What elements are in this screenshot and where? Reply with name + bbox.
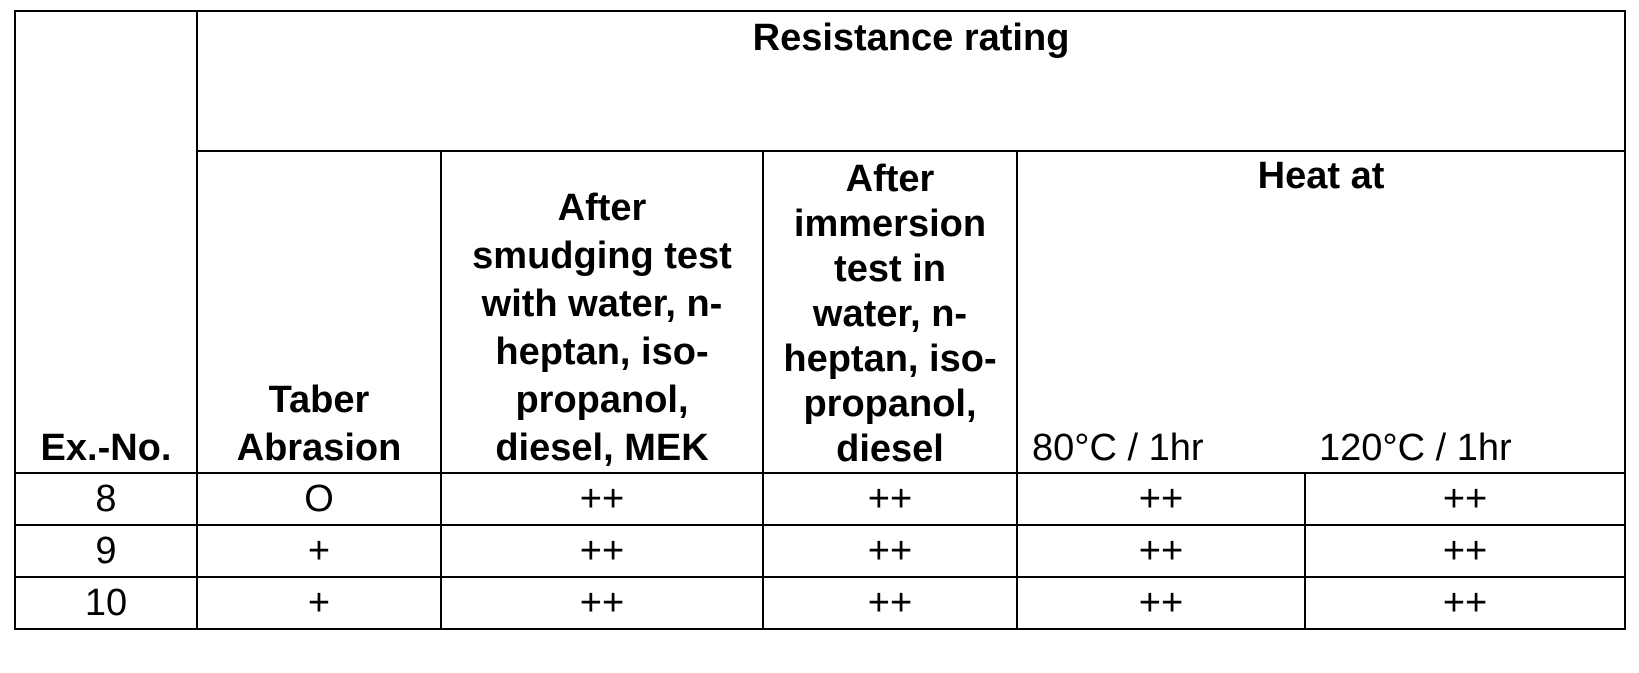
header-immersion-test: After immersion test in water, n- heptan… [763,151,1017,473]
cell-smudging: ++ [441,525,763,577]
table-row: 9 + ++ ++ ++ ++ [15,525,1625,577]
cell-taber: O [197,473,441,525]
cell-immersion: ++ [763,473,1017,525]
cell-ex-no: 10 [15,577,197,629]
header-smudging-test: After smudging test with water, n- hepta… [441,151,763,473]
header-heat-120: 120°C / 1hr [1305,225,1625,473]
cell-taber: + [197,577,441,629]
header-taber-abrasion: Taber Abrasion [197,151,441,473]
cell-heat-120: ++ [1305,577,1625,629]
cell-ex-no: 8 [15,473,197,525]
header-resistance-rating: Resistance rating [197,11,1625,151]
cell-heat-80: ++ [1017,473,1305,525]
cell-smudging: ++ [441,577,763,629]
table-row: 8 O ++ ++ ++ ++ [15,473,1625,525]
header-ex-no: Ex.-No. [15,11,197,473]
resistance-table: Ex.-No. Resistance rating Taber Abrasion… [14,10,1626,630]
cell-heat-80: ++ [1017,525,1305,577]
cell-heat-80: ++ [1017,577,1305,629]
cell-immersion: ++ [763,577,1017,629]
cell-heat-120: ++ [1305,525,1625,577]
cell-immersion: ++ [763,525,1017,577]
cell-taber: + [197,525,441,577]
cell-heat-120: ++ [1305,473,1625,525]
header-heat-80: 80°C / 1hr [1017,225,1305,473]
cell-ex-no: 9 [15,525,197,577]
header-heat-at: Heat at [1017,151,1625,225]
cell-smudging: ++ [441,473,763,525]
table-row: 10 + ++ ++ ++ ++ [15,577,1625,629]
